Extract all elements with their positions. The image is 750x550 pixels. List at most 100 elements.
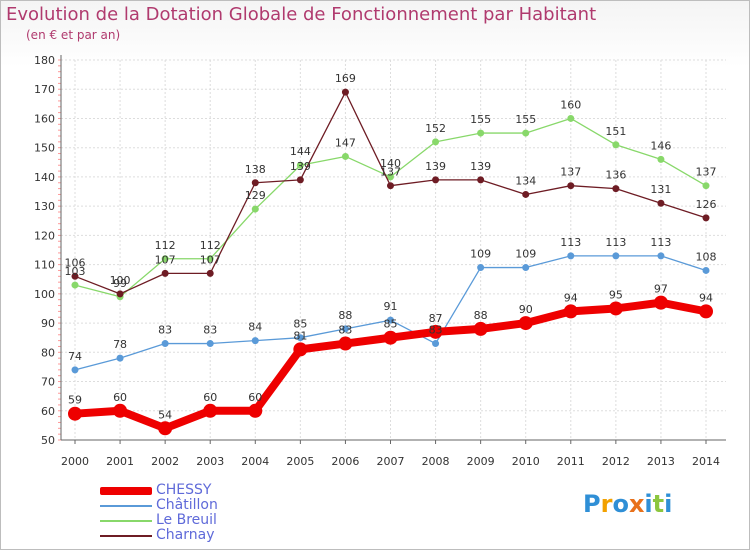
- data-label-charnay: 136: [605, 169, 626, 182]
- data-label-charnay: 126: [696, 198, 717, 211]
- data-point-chessy: [608, 301, 623, 316]
- data-label-ch-tillon: 113: [560, 236, 581, 249]
- data-label-chessy: 95: [609, 288, 623, 301]
- x-tick-label: 2000: [61, 455, 89, 468]
- logo-char: t: [652, 490, 665, 518]
- y-tick-label: 150: [34, 142, 55, 155]
- data-point-charnay: [341, 88, 349, 96]
- data-label-le-breuil: 99: [113, 277, 127, 290]
- data-point-le-breuil: [161, 255, 169, 263]
- legend-swatch-chessy: [100, 487, 152, 495]
- data-label-ch-tillon: 88: [338, 309, 352, 322]
- data-point-ch-tillon: [206, 340, 214, 348]
- data-labels-layer: 103 99 112 112 129 144 147 140 152 155 155 160 151 14…: [65, 72, 717, 421]
- legend-swatch-charnay: [100, 535, 152, 537]
- data-point-charnay: [116, 290, 124, 298]
- y-tick-label: 160: [34, 112, 55, 125]
- data-point-ch-tillon: [341, 325, 349, 333]
- data-label-charnay: 138: [245, 163, 266, 176]
- data-label-charnay: 134: [515, 174, 536, 187]
- data-label-ch-tillon: 78: [113, 338, 127, 351]
- y-tick-label: 90: [41, 317, 55, 330]
- data-point-chessy: [563, 304, 578, 319]
- y-tick-label: 110: [34, 259, 55, 272]
- data-point-le-breuil: [522, 129, 530, 137]
- proxiti-logo: Proxiti: [583, 490, 672, 518]
- data-label-le-breuil: 112: [200, 239, 221, 252]
- data-point-ch-tillon: [116, 354, 124, 362]
- data-label-le-breuil: 155: [515, 113, 536, 126]
- y-tick-label: 100: [34, 288, 55, 301]
- data-label-chessy: 60: [248, 391, 262, 404]
- data-label-le-breuil: 151: [605, 125, 626, 138]
- data-label-chessy: 97: [654, 283, 668, 296]
- y-tick-label: 120: [34, 229, 55, 242]
- y-tick-label: 180: [34, 54, 55, 67]
- data-point-ch-tillon: [251, 337, 259, 345]
- data-label-le-breuil: 144: [290, 145, 311, 158]
- data-label-charnay: 139: [425, 160, 446, 173]
- data-point-chessy: [428, 324, 443, 339]
- data-point-charnay: [387, 182, 394, 190]
- data-point-chessy: [518, 316, 533, 331]
- data-label-le-breuil: 112: [155, 239, 176, 252]
- data-label-charnay: 139: [290, 160, 311, 173]
- data-point-le-breuil: [296, 161, 304, 169]
- data-label-charnay: 106: [65, 256, 86, 269]
- data-label-chessy: 87: [429, 312, 443, 325]
- y-tick-label: 70: [41, 376, 55, 389]
- y-tick-label: 170: [34, 83, 55, 96]
- x-tick-label: 2009: [467, 455, 495, 468]
- data-label-charnay: 169: [335, 72, 356, 85]
- data-point-charnay: [657, 199, 665, 207]
- data-label-charnay: 137: [380, 166, 401, 179]
- data-label-chessy: 85: [384, 318, 398, 331]
- x-tick-label: 2003: [196, 455, 224, 468]
- y-tick-label: 140: [34, 171, 55, 184]
- data-label-ch-tillon: 83: [158, 324, 172, 337]
- data-point-charnay: [251, 179, 259, 187]
- data-label-charnay: 139: [470, 160, 491, 173]
- data-point-charnay: [612, 185, 620, 193]
- data-label-charnay: 100: [110, 274, 131, 287]
- data-point-le-breuil: [251, 205, 259, 213]
- logo-char: r: [600, 490, 613, 518]
- logo-char: o: [612, 490, 629, 518]
- data-point-le-breuil: [612, 141, 620, 149]
- logo-char: i: [644, 490, 653, 518]
- data-label-charnay: 107: [200, 253, 221, 266]
- data-label-chessy: 88: [474, 309, 488, 322]
- data-label-ch-tillon: 113: [650, 236, 671, 249]
- data-point-ch-tillon: [161, 340, 169, 348]
- series-layer: [68, 88, 713, 436]
- data-point-ch-tillon: [702, 266, 710, 274]
- legend-label-charnay: Charnay: [156, 527, 215, 543]
- data-label-le-breuil: 129: [245, 189, 266, 202]
- data-point-charnay: [296, 176, 304, 184]
- data-point-ch-tillon: [612, 252, 620, 260]
- data-point-charnay: [71, 272, 79, 280]
- y-tick-label: 80: [41, 346, 55, 359]
- grid-lines: [61, 59, 726, 441]
- logo-char: P: [583, 490, 601, 518]
- x-tick-label: 2008: [422, 455, 450, 468]
- logo-char: x: [628, 490, 645, 518]
- legend-swatch-le-breuil: [100, 520, 152, 522]
- data-point-chessy: [699, 304, 713, 319]
- data-point-le-breuil: [432, 138, 440, 146]
- data-label-chessy: 60: [203, 391, 217, 404]
- x-tick-label: 2013: [647, 455, 675, 468]
- data-label-le-breuil: 147: [335, 136, 356, 149]
- data-point-chessy: [68, 406, 82, 421]
- x-tick-label: 2012: [602, 455, 630, 468]
- data-point-ch-tillon: [71, 366, 79, 374]
- data-label-le-breuil: 146: [650, 139, 671, 152]
- data-label-chessy: 81: [293, 329, 307, 342]
- axes: 50 60 70 80 90 100 110 120 130 140 150 160 170 180 200…: [34, 54, 726, 468]
- data-point-charnay: [522, 190, 530, 198]
- x-tick-label: 2001: [106, 455, 134, 468]
- data-point-chessy: [383, 330, 398, 345]
- chart-title: Evolution de la Dotation Globale de Fonc…: [6, 4, 597, 25]
- y-tick-label: 50: [41, 434, 55, 447]
